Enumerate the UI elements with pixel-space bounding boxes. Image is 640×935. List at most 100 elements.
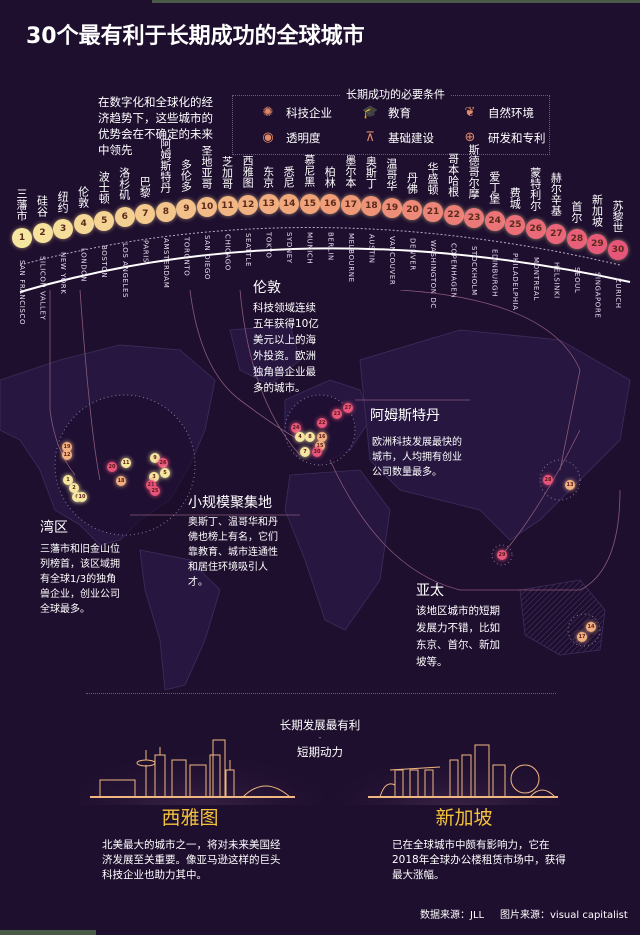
rank-city-cn: 柏林 (323, 166, 337, 189)
rank-city-cn: 伦敦 (76, 186, 90, 209)
rank-city-en: SAN FRANCISCO (18, 260, 26, 326)
rank-bubble: 26 (525, 219, 546, 240)
callout-london-body: 科技领域连续五年获得10亿美元以上的海外投资。欧洲独角兽企业最多的城市。 (253, 302, 319, 394)
rank-city-en: BOSTON (100, 245, 109, 279)
map-pin-europe: 24 (291, 423, 301, 433)
map-pin-europe: 8 (305, 432, 315, 442)
featured-city-singapore-desc: 已在全球城市中颇有影响力，它在2018年全球办公楼租赁市场中，获得最大涨幅。 (392, 839, 566, 881)
callout-apac-body: 该地区城市的短期发展力不错，比如东京、首尔、新加坡等。 (416, 605, 500, 668)
rank-city-cn: 赫尔辛基 (549, 171, 563, 216)
rank-bubble: 16 (320, 194, 341, 215)
rank-bubble: 8 (155, 201, 176, 222)
rank-city-en: TORONTO (182, 236, 191, 277)
rank-city-cn: 圣地亚哥 (199, 145, 213, 190)
rank-city-cn: 波士顿 (97, 170, 111, 204)
map-pin-asia: 29 (497, 550, 507, 560)
legend-item-label: 教育 (388, 106, 411, 120)
rank-city-en: MUNICH (305, 231, 314, 265)
map-pin-europe: 16 (317, 432, 327, 442)
map-pin-north_america: 19 (62, 442, 72, 452)
map-pin-europe: 23 (332, 409, 342, 419)
rank-bubble: 14 (279, 193, 300, 214)
rank-city-cn: 华盛顿 (426, 162, 440, 196)
footer-sources: 数据来源：JLL 图片来源：visual capitalist (420, 906, 628, 921)
rank-city-cn: 新加坡 (590, 194, 604, 228)
map-pin-europe: 27 (343, 403, 353, 413)
rank-city-cn: 多伦多 (179, 159, 193, 193)
map-pin-asia: 28 (543, 475, 553, 485)
rank-city-cn: 芝加哥 (220, 155, 234, 189)
map-pin-north_america: 1 (63, 475, 73, 485)
rank-bubble: 7 (135, 204, 156, 225)
rank-city-en: LONDON (79, 248, 88, 283)
image-source: 图片来源：visual capitalist (500, 910, 628, 921)
legend-item-label: 研发和专利 (488, 131, 546, 145)
rank-bubble: 29 (587, 234, 608, 255)
map-pin-asia: 13 (565, 480, 575, 490)
rank-bubble: 27 (546, 223, 567, 244)
featured-city-singapore-name: 新加坡 (435, 807, 493, 829)
rank-city-en: SINGAPORE (593, 272, 602, 319)
legend-item: ◉ 透明度 (260, 130, 320, 146)
map-pin-north_america: 9 (150, 453, 160, 463)
rd-patents-icon: ⊕ (464, 130, 476, 145)
rank-city-cn: 苏黎世 (611, 200, 624, 233)
rank-city-en: NEW YORK (59, 251, 68, 295)
world-map (0, 290, 631, 690)
legend-item-label: 自然环境 (488, 106, 534, 120)
rank-city-en: BERLIN (326, 232, 335, 262)
rank-bubble: 20 (402, 199, 423, 220)
featured-city-seattle-name: 西雅图 (161, 807, 219, 829)
top-bar-decoration (152, 0, 640, 3)
rank-bubble: 3 (53, 218, 74, 239)
legend-item-label: 科技企业 (286, 106, 332, 120)
map-pin-europe: 7 (300, 447, 310, 457)
rank-bubble: 22 (443, 204, 464, 225)
rank-city-en: SEOUL (572, 266, 581, 294)
rank-city-cn: 丹佛 (405, 171, 419, 194)
rank-city-en: LOS ANGELES (120, 242, 129, 298)
rank-city-en: AMSTERDAM (161, 238, 170, 289)
rank-city-en: MONTREAL (531, 257, 540, 302)
rank-city-en: VANCOUVER (387, 235, 396, 286)
rank-bubble: 6 (114, 207, 135, 228)
rank-bubble: 13 (258, 194, 279, 215)
rank-bubble: 18 (361, 196, 382, 217)
rank-city-en: PARIS (141, 240, 150, 264)
rank-city-cn: 纽约 (56, 190, 70, 213)
map-pin-north_america: 3 (149, 472, 159, 482)
rank-city-en: ZURICH (614, 278, 622, 309)
rank-city-cn: 三藩市 (15, 188, 28, 221)
rank-city-cn: 首尔 (569, 200, 583, 223)
rank-bubble: 30 (608, 240, 628, 260)
ranking-arc (19, 227, 631, 293)
comparison-separator: - (318, 733, 322, 742)
nature-icon: ❦ (464, 105, 476, 120)
rank-city-cn: 温哥华 (384, 157, 398, 191)
map-pin-australia: 17 (577, 632, 587, 642)
callout-london-heading: 伦敦 (253, 280, 281, 296)
rank-city-en: EDINBURGH (490, 249, 499, 298)
comparison-title-bottom: 短期动力 (297, 745, 343, 759)
rank-bubble: 1 (12, 228, 32, 248)
map-pin-north_america: 5 (160, 468, 170, 478)
map-pin-north_america: 21 (146, 480, 156, 490)
rank-city-cn: 奥斯丁 (364, 156, 378, 190)
rank-bubble: 15 (299, 193, 320, 214)
rank-bubble: 19 (381, 197, 402, 218)
callout-small-cluster-heading: 小规模聚集地 (188, 495, 272, 511)
rank-city-en: HELSINKI (552, 261, 561, 299)
map-pin-north_america: 12 (62, 450, 72, 460)
rank-bubble: 24 (484, 211, 505, 232)
education-icon: 🎓 (362, 105, 379, 120)
rank-bubble: 2 (32, 223, 53, 244)
rank-city-cn: 墨尔本 (343, 155, 357, 189)
rank-city-en: PHILADELPHIA (511, 253, 520, 311)
page-title: 30个最有利于长期成功的全球城市 (26, 24, 365, 49)
legend-item: ✺ 科技企业 (260, 105, 332, 121)
rank-city-en: SYDNEY (285, 231, 294, 264)
rank-bubble: 23 (464, 207, 485, 228)
intro-text: 在数字化和全球化的经济趋势下，这些城市的优势会在不确定的未来中领先 (98, 95, 213, 157)
transparency-icon: ◉ (262, 130, 274, 145)
